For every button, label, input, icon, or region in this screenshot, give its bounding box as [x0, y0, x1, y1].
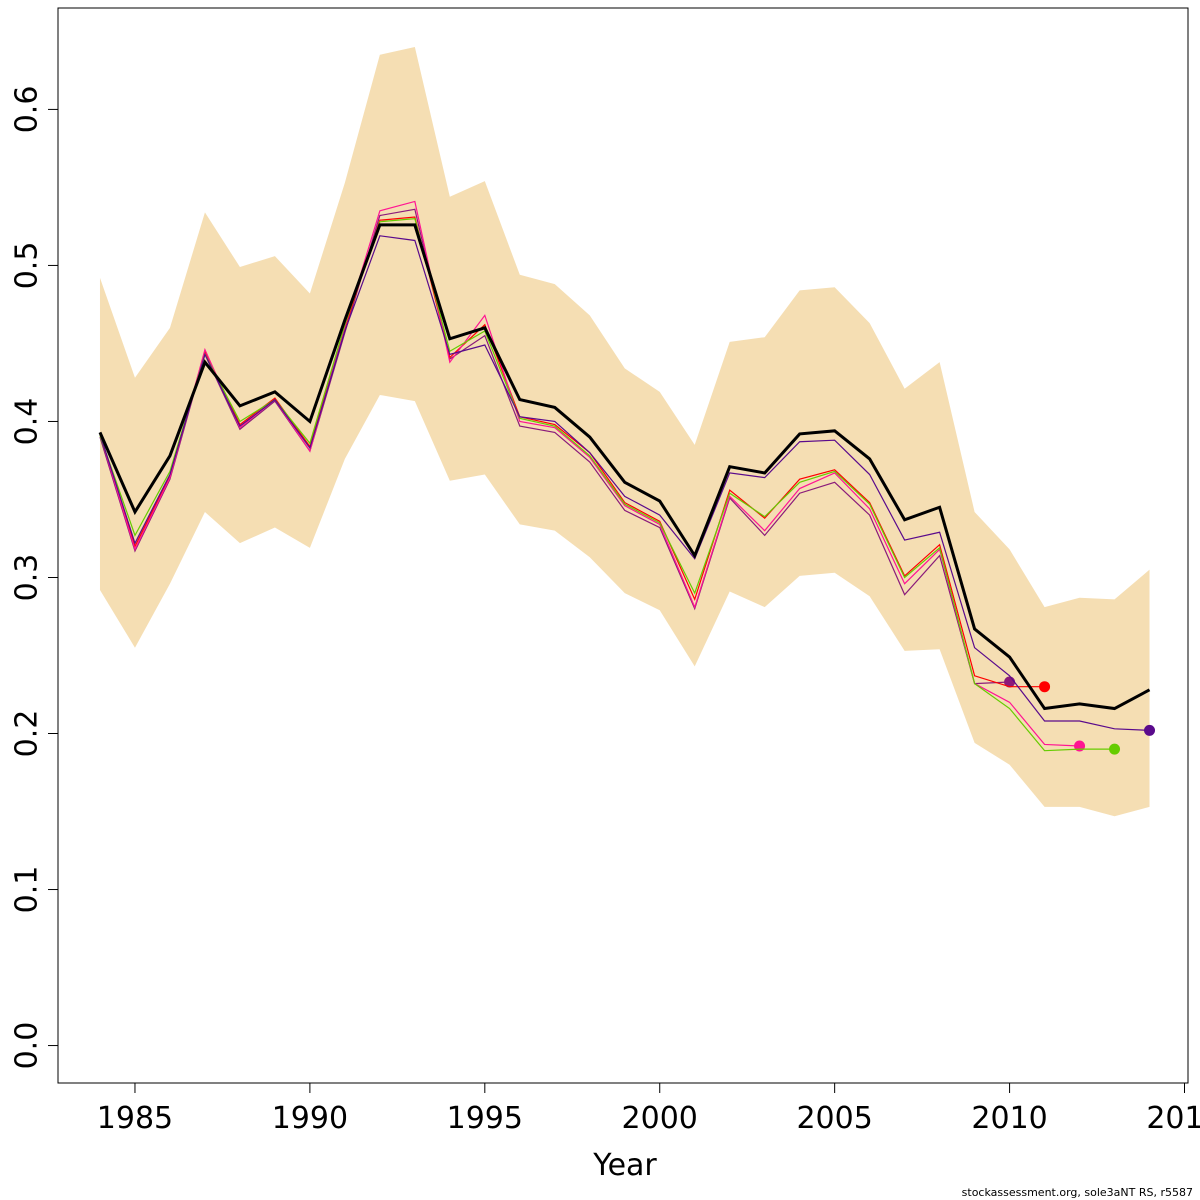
x-tick-label: 2000 [622, 1101, 698, 1136]
x-axis-label: Year [592, 1148, 657, 1183]
end-point [1144, 724, 1156, 736]
y-tick-label: 0.2 [10, 710, 45, 758]
y-tick-label: 0.6 [10, 86, 45, 134]
series-line [99, 235, 1150, 731]
series-line [98, 223, 1151, 711]
series-line [99, 217, 1115, 752]
y-tick-label: 0.5 [10, 242, 45, 290]
plot-frame [57, 7, 1189, 1084]
x-tick-label: 2015 [1146, 1101, 1200, 1136]
x-tick-label: 2005 [796, 1101, 872, 1136]
end-point [1109, 743, 1121, 755]
confidence-band [99, 47, 1150, 817]
x-tick-label: 1990 [272, 1101, 348, 1136]
series-line [99, 208, 1010, 685]
y-tick-label: 0.4 [10, 398, 45, 446]
x-tick-label: 2010 [971, 1101, 1047, 1136]
series-line [99, 216, 1045, 688]
y-tick-label: 0.0 [10, 1022, 45, 1070]
x-tick-label: 1995 [447, 1101, 523, 1136]
end-point [1039, 681, 1051, 693]
x-tick-label: 1985 [97, 1101, 173, 1136]
y-tick-label: 0.3 [10, 554, 45, 602]
y-tick-label: 0.1 [10, 866, 45, 914]
footnote: stockassessment.org, sole3aNT RS, r5587 [962, 1186, 1193, 1199]
